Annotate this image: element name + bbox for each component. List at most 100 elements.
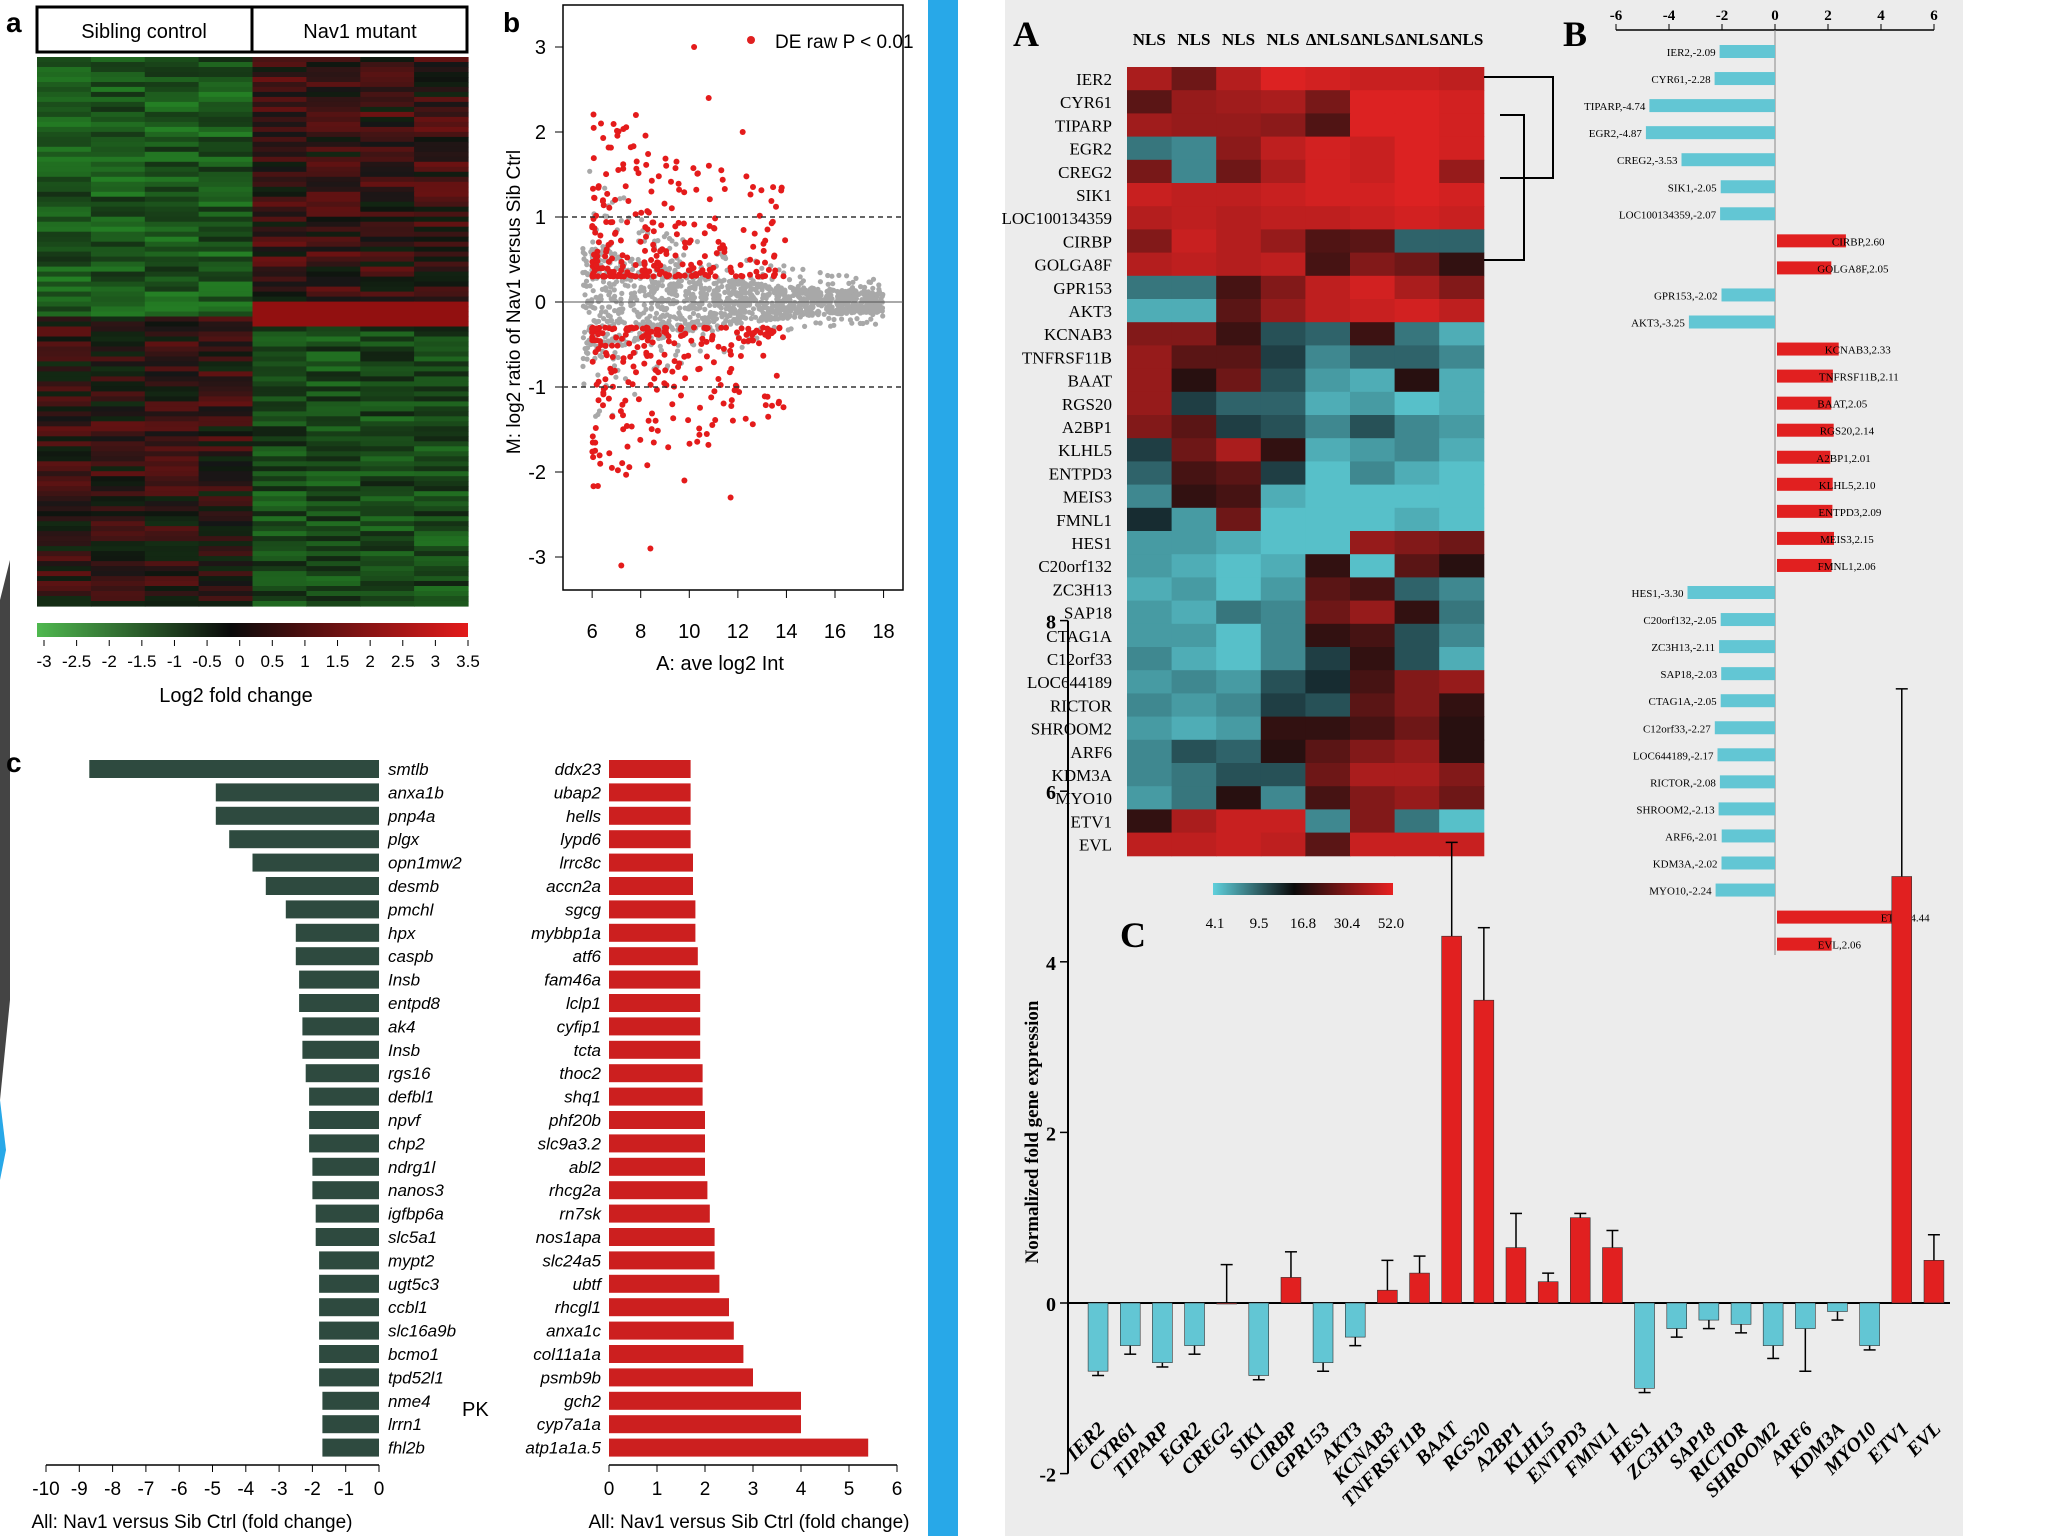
heatmap-a-cell: [90, 346, 146, 353]
heatmap-row-label: SHROOM2: [1031, 720, 1112, 739]
heatmap-A-cell: [1171, 438, 1217, 462]
fc-bar-label: LOC644189,-2.17: [1633, 750, 1714, 762]
qpcr-bar-1: [1120, 1302, 1141, 1346]
heatmap-A-cell: [1305, 322, 1351, 346]
heatmap-a-cell: [252, 166, 307, 173]
ma-point-de: [672, 252, 679, 259]
ma-point-de: [652, 417, 659, 424]
heatmap-A-cell: [1127, 415, 1173, 439]
colorbar-a-tick-label: -1: [167, 652, 182, 671]
expression-heatmap-A: [1127, 67, 1485, 857]
ma-point-ns: [632, 337, 638, 343]
ma-point-ns: [606, 281, 613, 287]
heatmap-A-cell: [1127, 531, 1173, 555]
heatmap-a-cell: [306, 351, 361, 358]
heatmap-a-cell: [37, 216, 92, 223]
ma-point-de: [691, 324, 697, 331]
ma-plot-points: [580, 44, 886, 569]
header-mutant-box: [250, 5, 469, 54]
heatmap-a-cell: [90, 406, 146, 412]
ma-point-ns: [642, 293, 649, 299]
heatmap-a-cell: [306, 146, 361, 153]
ma-point-de: [681, 272, 688, 279]
heatmap-A-cell: [1127, 739, 1173, 764]
heatmap-a-cell: [252, 476, 307, 482]
heatmap-a-cell: [90, 226, 146, 233]
fc-bar-label: HES1,-3.30: [1632, 588, 1684, 600]
ma-point-ns: [662, 307, 669, 313]
heatmap-a-cell: [90, 306, 146, 313]
heatmap-a-cell: [252, 451, 307, 457]
ma-point-ns: [831, 316, 837, 323]
ma-point-de: [728, 269, 735, 276]
heatmap-a-cell: [360, 176, 415, 183]
ma-point-de: [617, 237, 624, 244]
ma-point-de: [606, 450, 613, 457]
heatmap-A-cell: [1305, 345, 1351, 370]
down-gene-label: tpd52l1: [388, 1368, 444, 1387]
heatmap-a-cell: [37, 406, 92, 412]
heatmap-a-cell: [252, 271, 307, 278]
ma-xtick-label: 16: [824, 621, 846, 643]
heatmap-a-cell: [37, 436, 92, 442]
heatmap-A-cell: [1439, 507, 1485, 532]
ma-point-de: [687, 237, 694, 244]
heatmap-A-cell: [1350, 647, 1396, 671]
heatmap-a-cell: [306, 396, 361, 402]
heatmap-a-cell: [90, 576, 146, 582]
ma-point-de: [762, 259, 768, 266]
heatmap-a-cell: [90, 521, 146, 527]
heatmap-a-cell: [90, 351, 146, 358]
panel-a-label: a: [6, 7, 22, 38]
heatmap-a-cell: [198, 72, 254, 78]
heatmap-a-cell: [360, 576, 415, 582]
ma-point-de: [620, 426, 627, 433]
heatmap-a-cell: [306, 91, 361, 98]
ma-point-de: [632, 112, 639, 118]
heatmap-a-cell: [198, 561, 254, 567]
heatmap-a-cell: [37, 57, 92, 63]
heatmap-a-cell: [144, 401, 200, 407]
heatmap-a-cell: [306, 301, 361, 308]
heatmap-a-cell: [252, 456, 307, 462]
heatmap-a-cell: [198, 601, 254, 607]
down-bar-13: [305, 1064, 379, 1083]
down-gene-label: slc5a1: [388, 1228, 437, 1247]
fc-bar-label: CYR61,-2.28: [1651, 74, 1711, 86]
ma-point-ns: [619, 278, 625, 284]
ma-point-ns: [817, 320, 823, 326]
heatmap-a-cell: [198, 471, 254, 477]
heatmap-a-cell: [306, 226, 361, 233]
ma-point-ns: [864, 319, 870, 325]
colorbar-a-tick-label: 3.5: [456, 652, 480, 671]
heatmap-A-cell: [1350, 809, 1396, 834]
heatmap-a-cell: [37, 531, 92, 537]
heatmap-a-cell: [306, 306, 361, 313]
ma-point-de: [669, 401, 676, 408]
ma-point-ns: [673, 352, 679, 358]
heatmap-A-cell: [1216, 299, 1262, 323]
heatmap-a-cell: [144, 62, 200, 68]
colorbar-a-tick-label: -3: [36, 652, 51, 671]
colorbar-a-tick-label: -1.5: [127, 652, 156, 671]
ma-point-de: [768, 330, 775, 337]
ma-point-de: [675, 180, 682, 187]
heatmap-a-cell: [144, 211, 200, 218]
ma-point-ns: [697, 348, 703, 354]
up-gene-label: col11a1a: [533, 1345, 601, 1364]
heatmap-A-cell: [1305, 391, 1351, 416]
ma-point-ns: [582, 251, 588, 257]
heatmap-A-cell: [1260, 206, 1306, 230]
ma-point-ns: [750, 306, 757, 312]
heatmap-a-cell: [414, 471, 469, 477]
heatmap-a-cell: [37, 136, 92, 143]
heatmap-a-cell: [144, 96, 200, 103]
ma-point-de: [643, 233, 649, 240]
heatmap-A-cell: [1305, 693, 1351, 718]
heatmap-a-cell: [360, 116, 415, 123]
qpcr-bar-10: [1409, 1272, 1430, 1304]
heatmap-a-cell: [144, 376, 200, 382]
ma-point-de: [619, 460, 626, 467]
ma-point-de: [595, 239, 602, 246]
fc-bar-19: [1777, 558, 1832, 572]
